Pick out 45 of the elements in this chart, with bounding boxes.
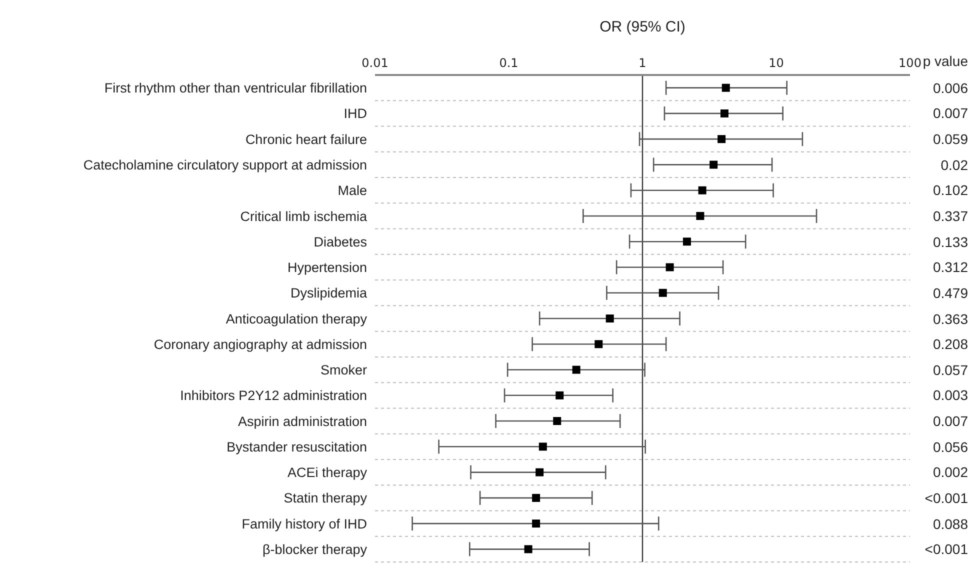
- y-tick-label: Aspirin administration: [238, 414, 367, 429]
- y-tick-label: Hypertension: [287, 260, 367, 276]
- text: <0.001: [924, 540, 968, 558]
- text: 0.312: [932, 258, 968, 276]
- y-tick-label: ACEi therapy: [287, 465, 368, 480]
- y-tick-label: First rhythm other than ventricular fibrillation: [104, 80, 367, 96]
- text: 0.056: [932, 438, 968, 456]
- text: <0.001: [924, 488, 968, 507]
- text: 0.02: [940, 156, 968, 174]
- text: 0.002: [932, 463, 968, 482]
- x-tick-label: 0.01: [362, 56, 388, 70]
- text: 0.133: [932, 232, 968, 251]
- text: 0.007: [932, 104, 968, 122]
- x-tick-label: 1: [638, 56, 646, 70]
- y-tick-label: Coronary angiography at admission: [154, 336, 367, 352]
- text: 0.059: [932, 130, 968, 148]
- text: 0.006: [932, 78, 968, 97]
- y-tick-label: Inhibitors P2Y12 administration: [180, 388, 367, 404]
- text: 0.208: [932, 335, 968, 354]
- y-tick-label: Diabetes: [314, 234, 368, 250]
- y-tick-label: Bystander resuscitation: [226, 439, 367, 454]
- text: 0.007: [932, 412, 968, 430]
- y-tick-label: Anticoagulation therapy: [226, 311, 368, 326]
- text: p value: [922, 53, 968, 69]
- text: 0.363: [932, 310, 968, 328]
- y-tick-label: β-blocker therapy: [262, 542, 368, 557]
- y-tick-label: Dyslipidemia: [290, 286, 368, 301]
- text: 0.003: [932, 386, 968, 404]
- y-tick-label: IHD: [344, 106, 368, 122]
- text: 0.479: [932, 284, 968, 302]
- text: 0.337: [932, 206, 968, 225]
- x-tick-label: 10: [768, 56, 784, 70]
- y-tick-label: Chronic heart failure: [245, 132, 367, 147]
- text: 0.057: [932, 360, 968, 379]
- y-tick-label: Smoker: [320, 362, 368, 378]
- text: 0.088: [932, 514, 968, 533]
- y-tick-label: Statin therapy: [284, 490, 368, 506]
- x-tick-label: 0.1: [499, 56, 518, 70]
- y-tick-label: Critical limb ischemia: [240, 208, 368, 224]
- y-tick-label: Male: [338, 183, 367, 198]
- y-tick-label: Family history of IHD: [242, 516, 368, 532]
- y-tick-label: Catecholamine circulatory support at admission: [83, 158, 367, 173]
- text: 0.102: [932, 181, 968, 200]
- x-tick-label: 100: [898, 56, 922, 70]
- x-axis-title: OR (95% CI): [600, 18, 686, 36]
